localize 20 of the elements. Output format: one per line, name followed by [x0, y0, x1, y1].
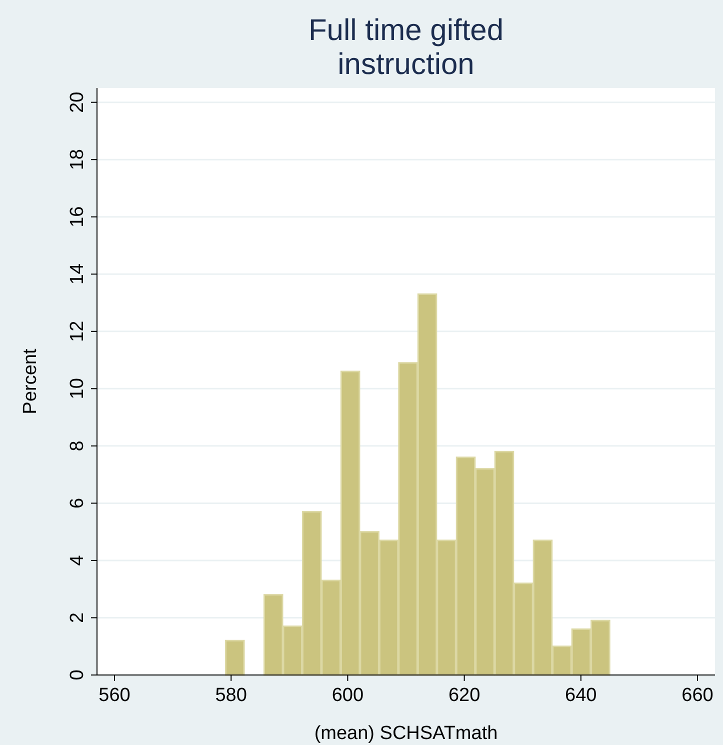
y-tick-label: 6 [67, 498, 88, 508]
x-tick-label: 640 [565, 685, 597, 706]
x-tick-label: 660 [682, 685, 714, 706]
y-tick-label: 18 [67, 149, 88, 170]
x-tick-label: 600 [332, 685, 364, 706]
y-axis-title: Percent [20, 348, 41, 414]
y-tick-label: 20 [67, 92, 88, 113]
y-tick-label: 12 [67, 320, 88, 342]
y-tick-label: 10 [67, 378, 88, 400]
y-tick-label: 8 [67, 440, 88, 452]
y-tick-label: 16 [67, 206, 88, 228]
y-tick-label: 14 [67, 263, 88, 285]
x-tick-label: 620 [448, 685, 480, 706]
chart-title: Full time gifted instruction [308, 14, 504, 81]
y-tick-label: 4 [67, 554, 88, 566]
x-tick-label: 580 [215, 685, 247, 706]
y-tick-label: 0 [67, 670, 88, 680]
x-axis-title: (mean) SCHSATmath [314, 723, 498, 744]
x-tick-label: 560 [98, 685, 130, 706]
y-tick-label: 2 [67, 612, 88, 624]
